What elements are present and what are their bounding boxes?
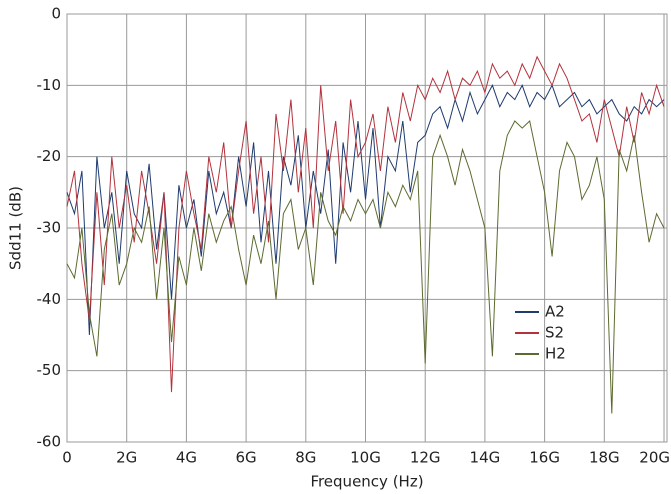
- y-tick-label: -20: [37, 147, 62, 165]
- series-line: [66, 120, 665, 414]
- x-tick-label: 10G: [350, 449, 381, 467]
- x-tick-label: 8G: [295, 449, 316, 467]
- y-tick-label: -30: [37, 219, 62, 237]
- x-tick-label: 14G: [470, 449, 501, 467]
- x-tick-label: 12G: [410, 449, 441, 467]
- y-tick-label: -50: [37, 361, 62, 379]
- x-tick-label: 20G: [639, 449, 670, 467]
- y-tick-label: -40: [37, 290, 62, 308]
- legend-label: S2: [545, 324, 564, 342]
- legend-label: A2: [545, 303, 565, 321]
- x-tick-label: 16G: [529, 449, 560, 467]
- x-tick-label: 0: [62, 449, 72, 467]
- series-line: [66, 84, 665, 336]
- y-axis-label: Sdd11 (dB): [7, 186, 25, 270]
- y-tick-label: -60: [37, 433, 62, 451]
- x-tick-label: 4G: [176, 449, 197, 467]
- y-tick-label: 0: [51, 5, 61, 23]
- legend-label: H2: [545, 345, 566, 363]
- x-axis-label: Frequency (Hz): [310, 473, 423, 491]
- x-tick-label: 6G: [236, 449, 257, 467]
- x-tick-label: 2G: [116, 449, 137, 467]
- x-tick-label: 18G: [589, 449, 620, 467]
- y-tick-label: -10: [37, 76, 62, 94]
